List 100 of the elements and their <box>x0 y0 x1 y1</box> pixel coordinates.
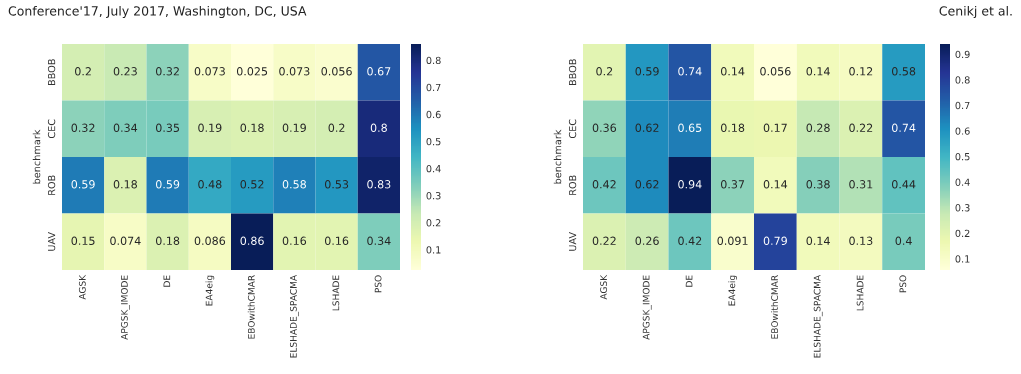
data-label: 0.22 <box>592 236 616 245</box>
y-tick-label: CEC <box>568 119 577 139</box>
data-label: 0.4 <box>895 236 912 245</box>
y-tick-label: BBOB <box>47 59 56 86</box>
data-label: 0.16 <box>282 236 307 245</box>
x-tick-label: APGSK_IMODE <box>120 275 130 340</box>
y-tick-label: CEC <box>47 119 56 139</box>
x-tick-label: EBOwithCMAR <box>771 275 778 339</box>
data-label: 0.67 <box>367 67 391 76</box>
data-label: 0.14 <box>806 67 830 76</box>
data-label: 0.94 <box>678 180 702 189</box>
y-tick-label: BBOB <box>568 59 577 86</box>
data-label: 0.2 <box>596 67 613 76</box>
x-tick-label: EBOwithCMAR <box>247 275 255 339</box>
data-label: 0.58 <box>282 180 306 189</box>
data-label: 0.23 <box>113 67 137 76</box>
data-label: 0.15 <box>71 236 95 245</box>
data-label: 0.056 <box>760 67 791 76</box>
data-label: 0.86 <box>240 236 264 245</box>
data-label: 0.48 <box>198 180 222 189</box>
data-label: 0.42 <box>592 180 616 189</box>
data-label: 0.53 <box>324 180 349 189</box>
data-label: 0.62 <box>635 123 659 132</box>
x-tick-label: EA4eig <box>728 275 737 306</box>
data-label: 0.16 <box>324 236 349 245</box>
color-bar-label: 0.2 <box>955 229 970 238</box>
color-bar-label: 0.4 <box>426 164 441 173</box>
data-label: 0.19 <box>282 123 306 132</box>
data-label: 0.38 <box>806 180 830 189</box>
color-bar-label: 0.4 <box>955 178 970 186</box>
data-label: 0.58 <box>891 67 916 76</box>
color-bar-label: 0.9 <box>955 50 970 59</box>
x-tick-label: PSO <box>899 275 907 293</box>
color-bar-label: 0.8 <box>955 76 970 84</box>
x-tick-label: EA4eig <box>205 275 215 306</box>
data-label: 0.31 <box>849 180 873 189</box>
data-label: 0.79 <box>763 236 787 245</box>
data-label: 0.18 <box>240 123 264 132</box>
data-label: 0.52 <box>240 180 264 189</box>
data-label: 0.14 <box>763 180 788 189</box>
data-label: 0.42 <box>678 236 702 245</box>
data-label: 0.073 <box>279 67 310 76</box>
color-bar-label: 0.1 <box>955 255 970 263</box>
data-label: 0.74 <box>891 123 916 132</box>
x-tick-label: APGSK_IMODE <box>642 275 652 340</box>
data-label: 0.37 <box>720 180 745 189</box>
color-bar-label: 0.6 <box>426 110 441 119</box>
text: Cenikj et al. <box>939 5 1012 19</box>
color-bar-label: 0.7 <box>955 101 970 110</box>
y-tick-label: ROB <box>47 175 56 195</box>
data-label: 0.12 <box>849 67 873 76</box>
data-label: 0.74 <box>678 67 702 76</box>
data-label: 0.2 <box>75 67 91 76</box>
data-label: 0.26 <box>635 236 659 245</box>
color-bar-label: 0.8 <box>426 56 441 65</box>
data-label: 0.62 <box>635 180 659 189</box>
y-tick-label: ROB <box>568 175 577 195</box>
x-tick-label: AGSK <box>600 274 607 300</box>
data-label: 0.14 <box>720 67 745 76</box>
color-bar-label: 0.5 <box>955 152 970 161</box>
data-label: 0.59 <box>155 180 180 189</box>
color-bar-label: 0.6 <box>955 127 970 135</box>
data-label: 0.073 <box>194 67 225 76</box>
data-label: 0.091 <box>717 236 748 245</box>
data-label: 0.59 <box>71 180 95 189</box>
data-label: 0.19 <box>198 123 222 132</box>
text: Conference'17, July 2017, Washington, DC, USA <box>8 5 307 19</box>
data-label: 0.36 <box>592 123 617 132</box>
y-axis-title: benchmark <box>32 129 41 184</box>
data-label: 0.32 <box>71 123 95 132</box>
x-tick-label: LSHADE <box>856 275 864 311</box>
data-label: 0.025 <box>236 67 268 76</box>
color-bar-label: 0.5 <box>426 137 441 146</box>
color-bar-label: 0.1 <box>426 246 441 254</box>
x-tick-label: DE <box>163 275 171 287</box>
data-label: 0.2 <box>328 123 345 132</box>
data-label: 0.34 <box>367 236 391 245</box>
x-tick-label: ELSHADE_SPACMA <box>813 274 823 358</box>
data-label: 0.83 <box>367 180 391 189</box>
data-label: 0.34 <box>113 123 138 132</box>
data-label: 0.22 <box>849 123 873 132</box>
data-label: 0.17 <box>763 123 787 132</box>
color-bar-label: 0.2 <box>426 219 441 227</box>
data-label: 0.18 <box>720 123 745 132</box>
color-bar-label: 0.7 <box>426 83 441 92</box>
data-label: 0.65 <box>678 123 702 132</box>
x-tick-label: PSO <box>374 275 382 293</box>
data-label: 0.28 <box>806 123 830 132</box>
x-tick-label: LSHADE <box>332 275 340 311</box>
x-tick-label: DE <box>685 275 693 287</box>
data-label: 0.056 <box>321 67 352 76</box>
x-tick-label: ELSHADE_SPACMA <box>289 274 299 358</box>
x-tick-label: AGSK <box>78 274 86 300</box>
y-tick-label: UAV <box>48 231 56 251</box>
data-label: 0.074 <box>110 236 141 245</box>
data-label: 0.13 <box>849 236 873 245</box>
data-label: 0.18 <box>155 236 180 245</box>
data-label: 0.44 <box>891 180 916 189</box>
data-label: 0.14 <box>806 236 830 245</box>
data-label: 0.59 <box>635 67 659 76</box>
